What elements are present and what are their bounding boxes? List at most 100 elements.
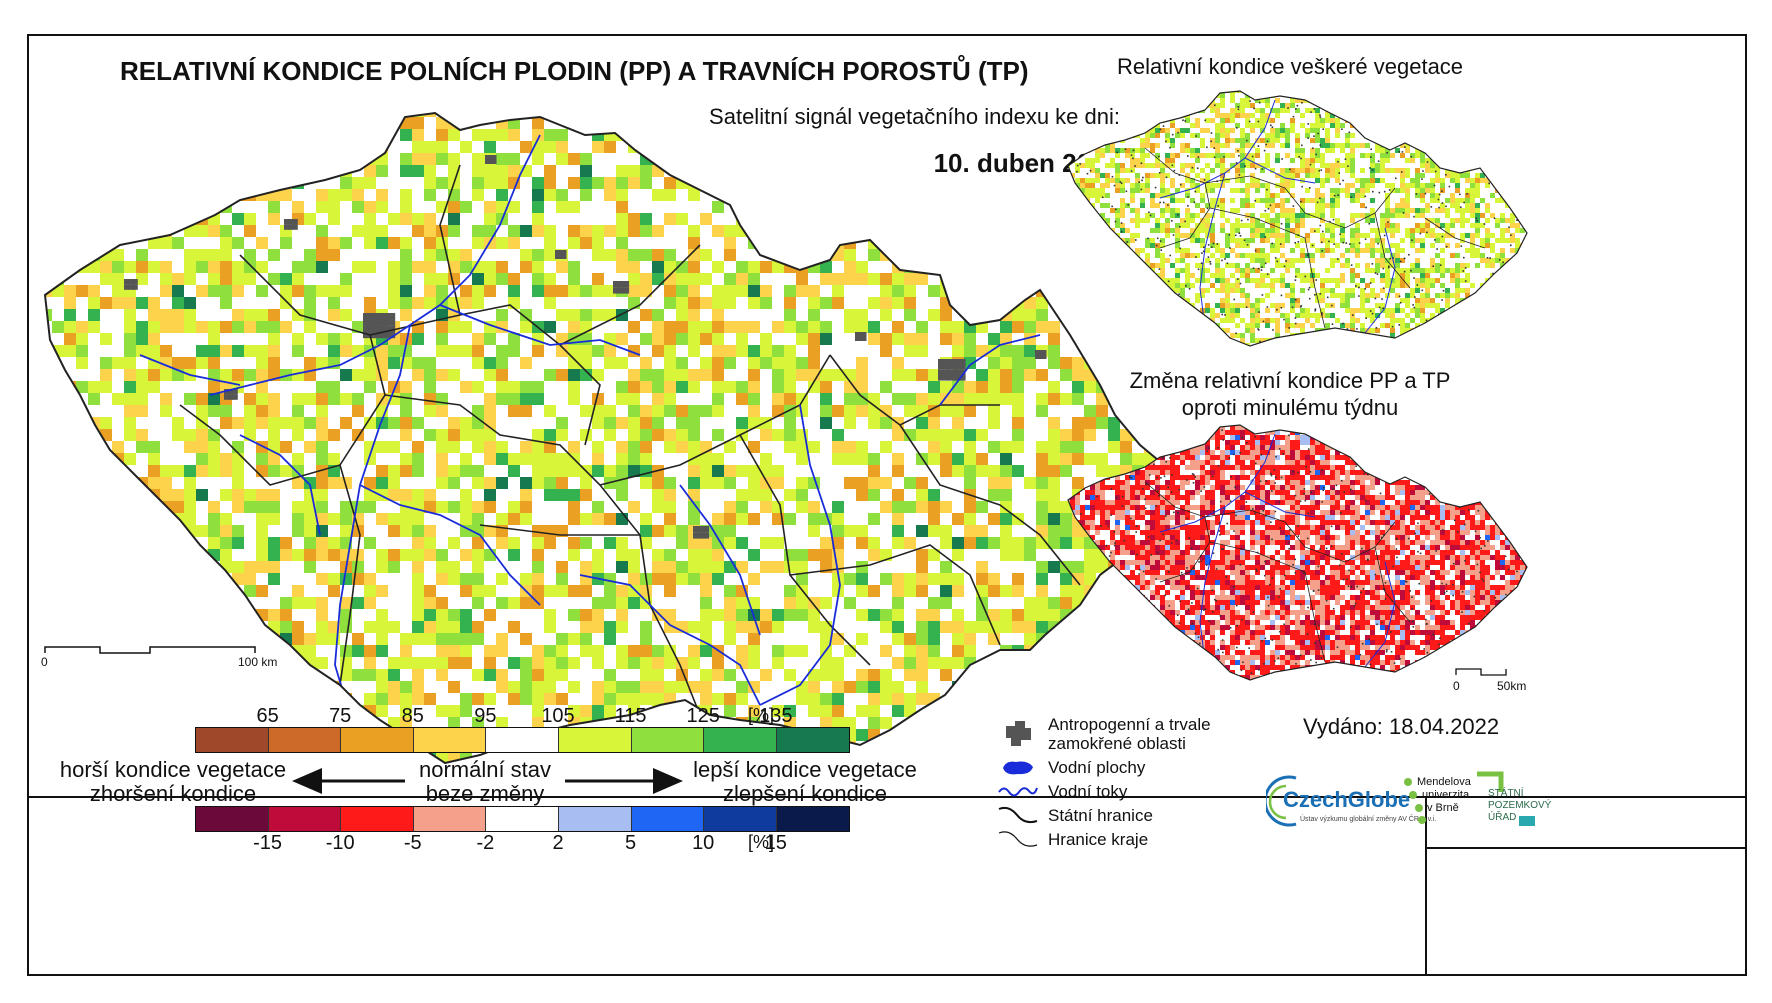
raster-cell — [748, 113, 760, 117]
raster-cell — [856, 153, 868, 165]
raster-cell — [1525, 103, 1527, 108]
raster-cell — [1012, 465, 1024, 477]
raster-cell — [1520, 103, 1525, 108]
raster-cell — [1485, 228, 1490, 233]
raster-cell — [1100, 153, 1105, 158]
raster-cell — [544, 657, 556, 669]
raster-cell — [1285, 103, 1290, 108]
raster-cell — [1530, 183, 1535, 188]
raster-cell — [112, 213, 124, 225]
raster-cell — [1325, 143, 1330, 148]
raster-cell — [964, 441, 976, 453]
raster-cell — [1475, 173, 1480, 178]
raster-cell — [532, 285, 544, 297]
urban-area — [617, 281, 625, 288]
raster-cell — [556, 309, 568, 321]
raster-cell — [1125, 228, 1130, 233]
raster-cell — [688, 297, 700, 309]
raster-cell — [1255, 233, 1260, 238]
raster-cell — [1012, 357, 1024, 369]
raster-cell — [1100, 103, 1105, 108]
raster-cell — [676, 561, 688, 573]
raster-cell — [436, 561, 448, 573]
raster-cell — [1365, 108, 1370, 113]
raster-cell — [208, 513, 220, 525]
raster-cell — [100, 453, 112, 465]
raster-cell — [496, 597, 508, 609]
raster-cell — [496, 357, 508, 369]
raster-cell — [832, 273, 844, 285]
raster-cell — [1220, 228, 1225, 233]
raster-cell — [1430, 198, 1435, 203]
raster-cell — [904, 669, 916, 681]
raster-cell — [844, 645, 856, 657]
raster-cell — [952, 201, 964, 213]
raster-cell — [520, 657, 532, 669]
raster-cell — [292, 429, 304, 441]
raster-cell — [76, 225, 88, 237]
raster-cell — [340, 525, 352, 537]
raster-cell — [424, 153, 436, 165]
raster-cell — [388, 657, 400, 669]
raster-cell — [712, 129, 724, 141]
raster-cell — [364, 213, 376, 225]
raster-cell — [628, 465, 640, 477]
raster-cell — [1465, 173, 1470, 178]
raster-cell — [1108, 465, 1120, 477]
raster-cell — [1495, 103, 1500, 108]
raster-cell — [340, 513, 352, 525]
raster-cell — [568, 633, 580, 645]
raster-cell — [160, 489, 172, 501]
raster-cell — [1290, 173, 1295, 178]
raster-cell — [1330, 168, 1335, 173]
raster-cell — [76, 741, 88, 753]
raster-cell — [712, 693, 724, 705]
raster-cell — [496, 441, 508, 453]
raster-cell — [1280, 203, 1285, 208]
raster-cell — [1240, 163, 1245, 168]
raster-cell — [460, 693, 472, 705]
raster-cell — [868, 585, 880, 597]
raster-cell — [964, 393, 976, 405]
raster-cell — [112, 465, 124, 477]
raster-cell — [1475, 193, 1480, 198]
raster-cell — [196, 597, 208, 609]
raster-cell — [1310, 163, 1315, 168]
raster-cell — [1385, 213, 1390, 218]
raster-cell — [688, 381, 700, 393]
raster-cell — [1455, 198, 1460, 203]
raster-cell — [304, 213, 316, 225]
raster-cell — [448, 537, 460, 549]
raster-cell — [1525, 208, 1527, 213]
raster-cell — [1285, 138, 1290, 143]
raster-cell — [1085, 128, 1090, 133]
raster-cell — [268, 417, 280, 429]
raster-cell — [652, 609, 664, 621]
raster-cell — [1250, 183, 1255, 188]
raster-cell — [916, 645, 928, 657]
raster-cell — [1310, 108, 1315, 113]
raster-cell — [988, 537, 1000, 549]
raster-cell — [1340, 143, 1345, 148]
raster-cell — [1275, 228, 1280, 233]
raster-cell — [616, 537, 628, 549]
raster-cell — [1235, 188, 1240, 193]
raster-cell — [76, 357, 88, 369]
raster-cell — [76, 345, 88, 357]
raster-cell — [640, 357, 652, 369]
raster-cell — [1180, 103, 1185, 108]
raster-cell — [1475, 108, 1480, 113]
raster-cell — [112, 357, 124, 369]
raster-cell — [148, 693, 160, 705]
raster-cell — [400, 417, 412, 429]
raster-cell — [400, 345, 412, 357]
raster-cell — [304, 561, 316, 573]
raster-cell — [1000, 453, 1012, 465]
raster-cell — [1305, 133, 1310, 138]
raster-cell — [412, 561, 424, 573]
raster-cell — [124, 357, 136, 369]
raster-cell — [1505, 168, 1510, 173]
raster-cell — [1265, 113, 1270, 118]
raster-cell — [160, 405, 172, 417]
raster-cell — [1185, 193, 1190, 198]
